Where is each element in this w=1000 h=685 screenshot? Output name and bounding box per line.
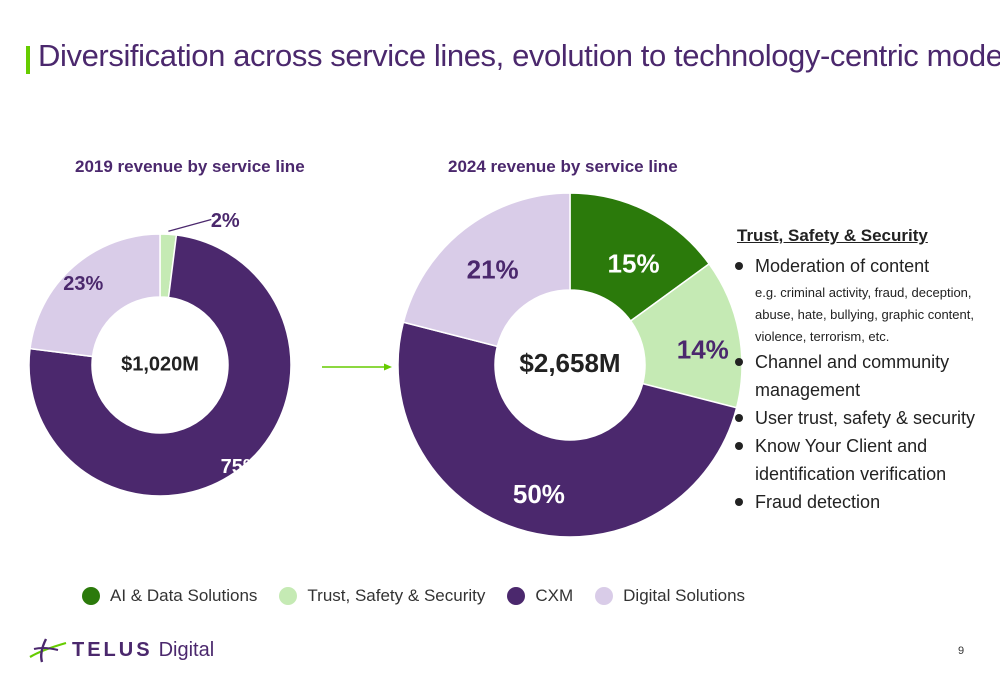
legend-swatch	[595, 587, 614, 605]
chart-legend: AI & Data Solutions Trust, Safety & Secu…	[82, 586, 767, 606]
chart-title-2024: 2024 revenue by service line	[448, 157, 678, 176]
legend-label: AI & Data Solutions	[110, 586, 258, 605]
slice-label: 50%	[513, 479, 565, 509]
donut-slice	[397, 321, 738, 538]
legend-item-trust-safety: Trust, Safety & Security	[279, 586, 485, 606]
slice-label: 23%	[63, 273, 103, 295]
legend-swatch	[279, 587, 298, 605]
slice-label: 2%	[211, 210, 240, 232]
side-panel-list: Moderation of content e.g. criminal acti…	[733, 252, 993, 516]
side-panel-item: Fraud detection	[733, 488, 993, 516]
donut-center-total: $1,020M	[121, 353, 199, 375]
donut-slice	[29, 233, 161, 358]
side-panel-item: Moderation of content e.g. criminal acti…	[733, 252, 993, 348]
side-panel-item-text: Channel and community management	[755, 352, 950, 400]
legend-swatch	[507, 587, 526, 605]
side-panel-item: Channel and community management	[733, 348, 993, 404]
side-panel-item-text: Fraud detection	[755, 492, 881, 512]
legend-swatch	[82, 587, 100, 605]
side-panel-item-text: Moderation of content	[755, 256, 930, 276]
slide-title: Diversification across service lines, ev…	[38, 38, 1000, 73]
side-panel-item: User trust, safety & security	[733, 404, 993, 432]
chart-title-2019: 2019 revenue by service line	[75, 157, 305, 176]
donut-center-total: $2,658M	[519, 348, 620, 378]
donut-slice	[28, 234, 292, 497]
title-accent-bar	[26, 46, 30, 74]
callout-line	[168, 218, 212, 232]
side-panel-item-subtext: e.g. criminal activity, fraud, deception…	[755, 285, 974, 344]
side-panel: Trust, Safety & Security Moderation of c…	[733, 226, 993, 516]
slice-label: 15%	[608, 249, 660, 279]
page-number: 9	[958, 645, 965, 657]
side-panel-item: Know Your Client and identification veri…	[733, 432, 993, 488]
telus-leaf-icon	[29, 638, 67, 663]
slice-label: 14%	[677, 334, 729, 364]
legend-item-ai-data: AI & Data Solutions	[82, 586, 257, 606]
donut-chart-2024: 15% 14% 50% 21% $2,658M	[397, 192, 743, 538]
legend-label: CXM	[535, 586, 574, 605]
side-panel-heading: Trust, Safety & Security	[737, 226, 928, 245]
logo-sub: Digital	[158, 638, 215, 661]
legend-label: Digital Solutions	[623, 586, 746, 605]
telus-digital-logo: TELUS Digital	[28, 637, 214, 663]
legend-item-cxm: CXM	[507, 586, 573, 606]
legend-label: Trust, Safety & Security	[307, 586, 486, 605]
side-panel-item-text: User trust, safety & security	[755, 408, 976, 428]
donut-chart-2019: 2% 75% 23% $1,020M	[28, 210, 292, 497]
logo-brand: TELUS	[72, 638, 153, 661]
slice-label: 21%	[467, 255, 519, 285]
arrow-icon	[322, 363, 392, 371]
slice-label: 75%	[221, 456, 261, 478]
legend-item-digital: Digital Solutions	[595, 586, 745, 606]
donut-slice	[402, 192, 571, 348]
side-panel-item-text: Know Your Client and identification veri…	[755, 436, 947, 484]
